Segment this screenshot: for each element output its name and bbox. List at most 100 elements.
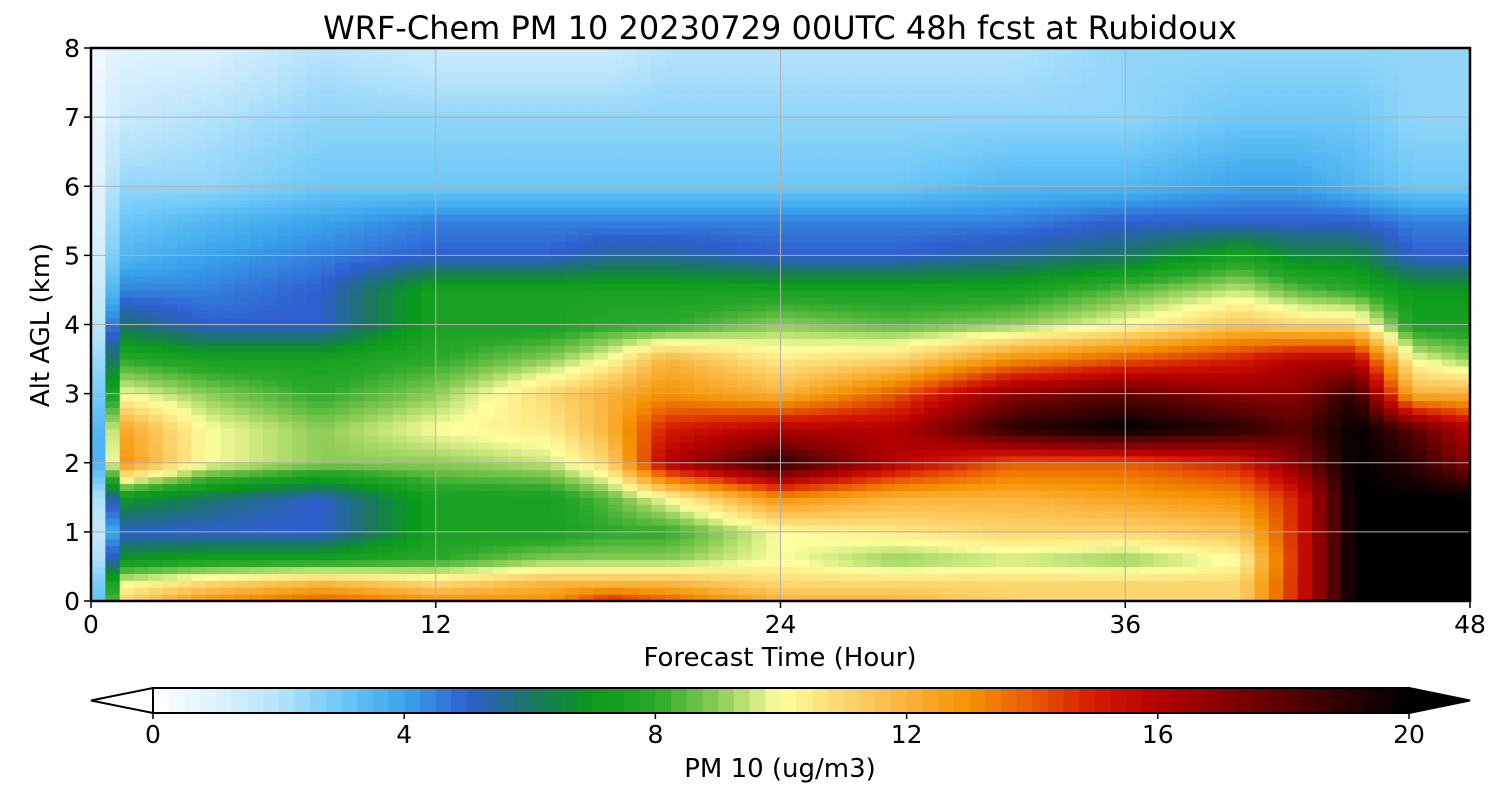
heatmap-cell [636, 289, 652, 298]
heatmap-cell [191, 75, 207, 84]
heatmap-cell [766, 414, 782, 422]
heatmap-cell [924, 552, 940, 561]
heatmap-cell [306, 511, 322, 519]
heatmap-cell [407, 497, 422, 505]
heatmap-cell [292, 303, 308, 312]
heatmap-cell [737, 524, 753, 533]
heatmap-cell [162, 303, 178, 312]
heatmap-cell [493, 296, 509, 305]
heatmap-cell [493, 524, 509, 533]
heatmap-cell [723, 172, 738, 180]
heatmap-cell [550, 82, 566, 91]
heatmap-cell [134, 511, 150, 519]
heatmap-cell [909, 89, 925, 97]
heatmap-cell [249, 331, 264, 339]
heatmap-cell [363, 241, 379, 250]
heatmap-cell [234, 531, 250, 540]
heatmap-cell [766, 289, 782, 298]
heatmap-cell [608, 490, 624, 498]
heatmap-cell [780, 594, 796, 601]
heatmap-cell [608, 421, 624, 429]
heatmap-cell [119, 435, 135, 443]
heatmap-cell [162, 352, 178, 360]
heatmap-cell [249, 518, 264, 526]
heatmap-cell [148, 130, 164, 139]
heatmap-cell [579, 476, 595, 485]
heatmap-cell [162, 587, 178, 595]
heatmap-cell [450, 504, 466, 512]
heatmap-cell [938, 234, 954, 243]
heatmap-cell [780, 587, 796, 595]
heatmap-cell [320, 448, 336, 457]
heatmap-cell [450, 511, 466, 519]
heatmap-cell [521, 296, 537, 305]
heatmap-cell [450, 124, 466, 132]
heatmap-cell [249, 103, 264, 111]
heatmap-cell [794, 262, 810, 270]
heatmap-cell [493, 442, 509, 450]
heatmap-cell [148, 372, 164, 381]
heatmap-cell [464, 103, 480, 111]
heatmap-cell [378, 269, 394, 277]
heatmap-cell [521, 442, 537, 450]
heatmap-cell [593, 255, 609, 263]
heatmap-cell [608, 372, 624, 381]
heatmap-cell [952, 442, 968, 450]
heatmap-cell [234, 186, 250, 194]
heatmap-cell [593, 283, 609, 291]
heatmap-cell [435, 566, 451, 574]
heatmap-cell [363, 68, 379, 77]
heatmap-cell [435, 421, 451, 429]
heatmap-cell [679, 552, 695, 561]
heatmap-cell [723, 365, 738, 374]
heatmap-cell [651, 289, 667, 298]
heatmap-cell [148, 365, 164, 374]
heatmap-cell [895, 580, 911, 588]
heatmap-cell [507, 504, 523, 512]
heatmap-cell [407, 483, 422, 491]
heatmap-cell [335, 124, 351, 132]
heatmap-cell [608, 68, 624, 77]
heatmap-cell [708, 200, 724, 208]
heatmap-cell [751, 476, 767, 485]
heatmap-cell [636, 573, 652, 581]
heatmap-cell [823, 338, 839, 346]
heatmap-cell [636, 151, 652, 160]
heatmap-cell [909, 359, 925, 367]
heatmap-cell [105, 172, 121, 180]
heatmap-cell [191, 144, 207, 153]
heatmap-cell [881, 580, 897, 588]
heatmap-cell [952, 455, 968, 464]
heatmap-cell [794, 89, 810, 97]
heatmap-cell [292, 172, 308, 180]
heatmap-cell [723, 296, 738, 305]
heatmap-cell [794, 400, 810, 409]
heatmap-cell [737, 213, 753, 222]
heatmap-cell [493, 186, 509, 194]
heatmap-cell [550, 103, 566, 111]
heatmap-cell [105, 54, 121, 63]
heatmap-cell [809, 206, 825, 215]
heatmap-cell [794, 158, 810, 167]
heatmap-cell [809, 448, 825, 457]
heatmap-cell [679, 54, 695, 63]
heatmap-cell [967, 269, 983, 277]
heatmap-cell [938, 172, 954, 180]
heatmap-cell [263, 531, 279, 540]
heatmap-cell [809, 317, 825, 326]
heatmap-cell [220, 144, 236, 153]
heatmap-cell [665, 172, 681, 180]
heatmap-cell [306, 68, 322, 77]
heatmap-cell [263, 504, 279, 512]
heatmap-cell [909, 186, 925, 194]
heatmap-cell [895, 110, 911, 118]
heatmap-cell [550, 262, 566, 270]
heatmap-cell [593, 379, 609, 388]
heatmap-cell [478, 393, 494, 402]
heatmap-cell [809, 165, 825, 174]
heatmap-cell [177, 103, 193, 111]
heatmap-cell [162, 234, 178, 243]
heatmap-cell [694, 165, 710, 174]
heatmap-cell [694, 386, 710, 395]
heatmap-cell [392, 448, 408, 457]
